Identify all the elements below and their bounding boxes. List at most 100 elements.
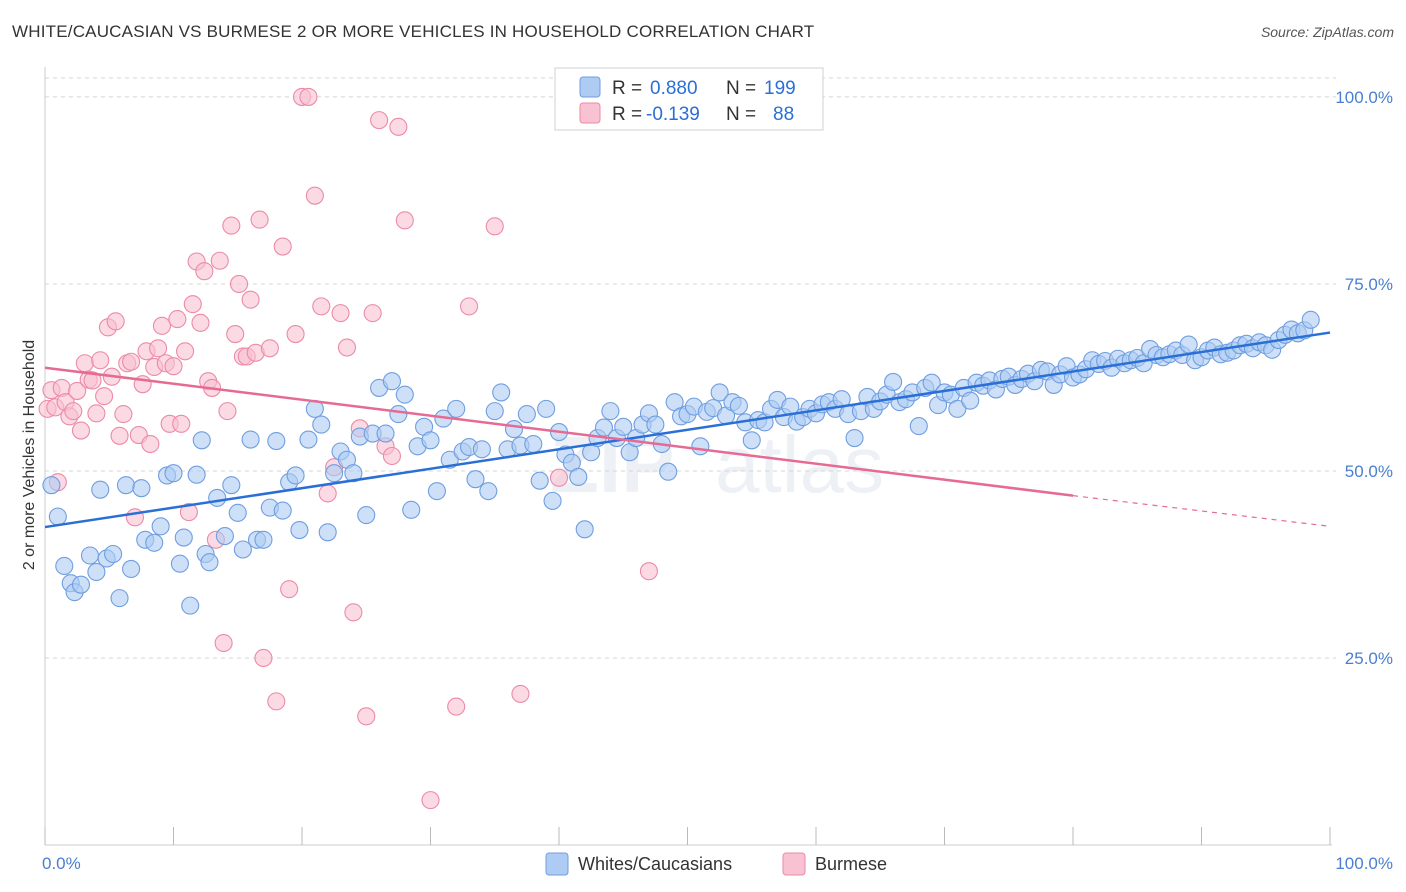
burmese-point [71,421,91,440]
burmese-point [549,468,569,487]
burmese-point [168,310,187,329]
whites-point [104,544,123,564]
burmese-point [389,117,408,136]
whites-point [241,430,260,449]
burmese-point [122,352,141,371]
bottom-legend: Whites/Caucasians Burmese [545,852,887,876]
burmese-point [485,217,504,236]
burmese-point [299,87,318,106]
burmese-trend-line-extension [1072,495,1331,527]
burmese-point [305,186,324,205]
burmese-point [370,111,389,130]
tick-labels: 25.0% 50.0% 75.0% 100.0% 0.0% 100.0% [42,88,1393,873]
whites-point [479,482,498,501]
burmese-point [87,404,106,423]
burmese-point [149,339,168,358]
whites-point [402,500,421,519]
legend-n-value-1: 199 [764,78,796,99]
whites-point [145,533,164,552]
whites-point [48,507,67,526]
whites-point [742,431,761,450]
legend-r-label-2: R = [612,104,642,125]
whites-point [492,383,511,402]
whites-point [181,596,200,615]
y-tick-label: 75.0% [1345,275,1393,294]
source-credit: Source: ZipAtlas.com [1260,24,1394,40]
x-tick-label-end: 100.0% [1335,854,1393,873]
whites-point [948,399,967,418]
whites-point [909,417,928,436]
whites-point [601,402,620,421]
burmese-point [357,707,376,726]
burmese-point [152,316,171,335]
legend-swatch-whites [579,76,601,98]
y-tick-label: 100.0% [1335,88,1393,107]
burmese-point [226,325,245,344]
legend-r-value-1: 0.880 [650,78,698,99]
burmese-point [395,211,414,230]
burmese-points [38,87,659,810]
burmese-point [273,237,292,256]
whites-point [200,553,219,572]
whites-point [170,554,189,573]
whites-point [174,528,193,547]
burmese-point [172,414,191,433]
whites-point [466,470,485,489]
whites-points [42,310,1320,615]
legend-n-label-1: N = [726,78,756,99]
burmese-point [344,603,363,622]
burmese-point [459,297,479,316]
burmese-point [382,446,402,466]
whites-point [87,562,106,582]
whites-point [537,399,556,418]
burmese-point [164,357,183,376]
burmese-point [639,562,659,581]
whites-point [524,434,543,454]
whites-point [691,437,710,456]
burmese-point [511,684,530,703]
burmese-point [64,402,83,421]
whites-point [164,464,183,483]
burmese-point [179,503,198,522]
x-tick-label-start: 0.0% [42,854,81,873]
whites-point [71,575,91,594]
grid-lines [45,77,1336,659]
whites-point [357,506,376,525]
y-tick-label: 25.0% [1345,649,1393,668]
burmese-point [421,791,440,810]
whites-point [267,431,286,451]
whites-point [427,482,446,501]
whites-point [344,464,363,483]
whites-point [376,424,395,443]
burmese-point [106,312,125,331]
whites-point [286,466,305,485]
burmese-point [214,633,233,653]
whites-point [325,464,344,483]
whites-point [884,372,903,391]
whites-point [382,372,402,391]
whites-point [273,501,292,520]
burmese-point [250,210,269,229]
whites-point [290,521,309,540]
whites-point [646,415,665,434]
burmese-point [318,484,337,503]
whites-point [192,431,211,450]
burmese-point [267,692,286,711]
whites-point [575,520,594,539]
whites-point [91,480,110,499]
chart-title: WHITE/CAUCASIAN VS BURMESE 2 OR MORE VEH… [12,22,815,41]
burmese-point [222,216,241,235]
burmese-point [337,338,357,357]
whites-point [922,373,941,392]
whites-point [233,540,252,559]
whites-point [614,417,633,436]
whites-point [110,589,129,608]
burmese-point [280,580,299,599]
whites-trend-line [44,331,1331,529]
whites-point [42,476,61,495]
burmese-point [68,381,87,400]
whites-point [299,430,318,449]
whites-point [543,491,562,510]
burmese-point [229,274,249,293]
